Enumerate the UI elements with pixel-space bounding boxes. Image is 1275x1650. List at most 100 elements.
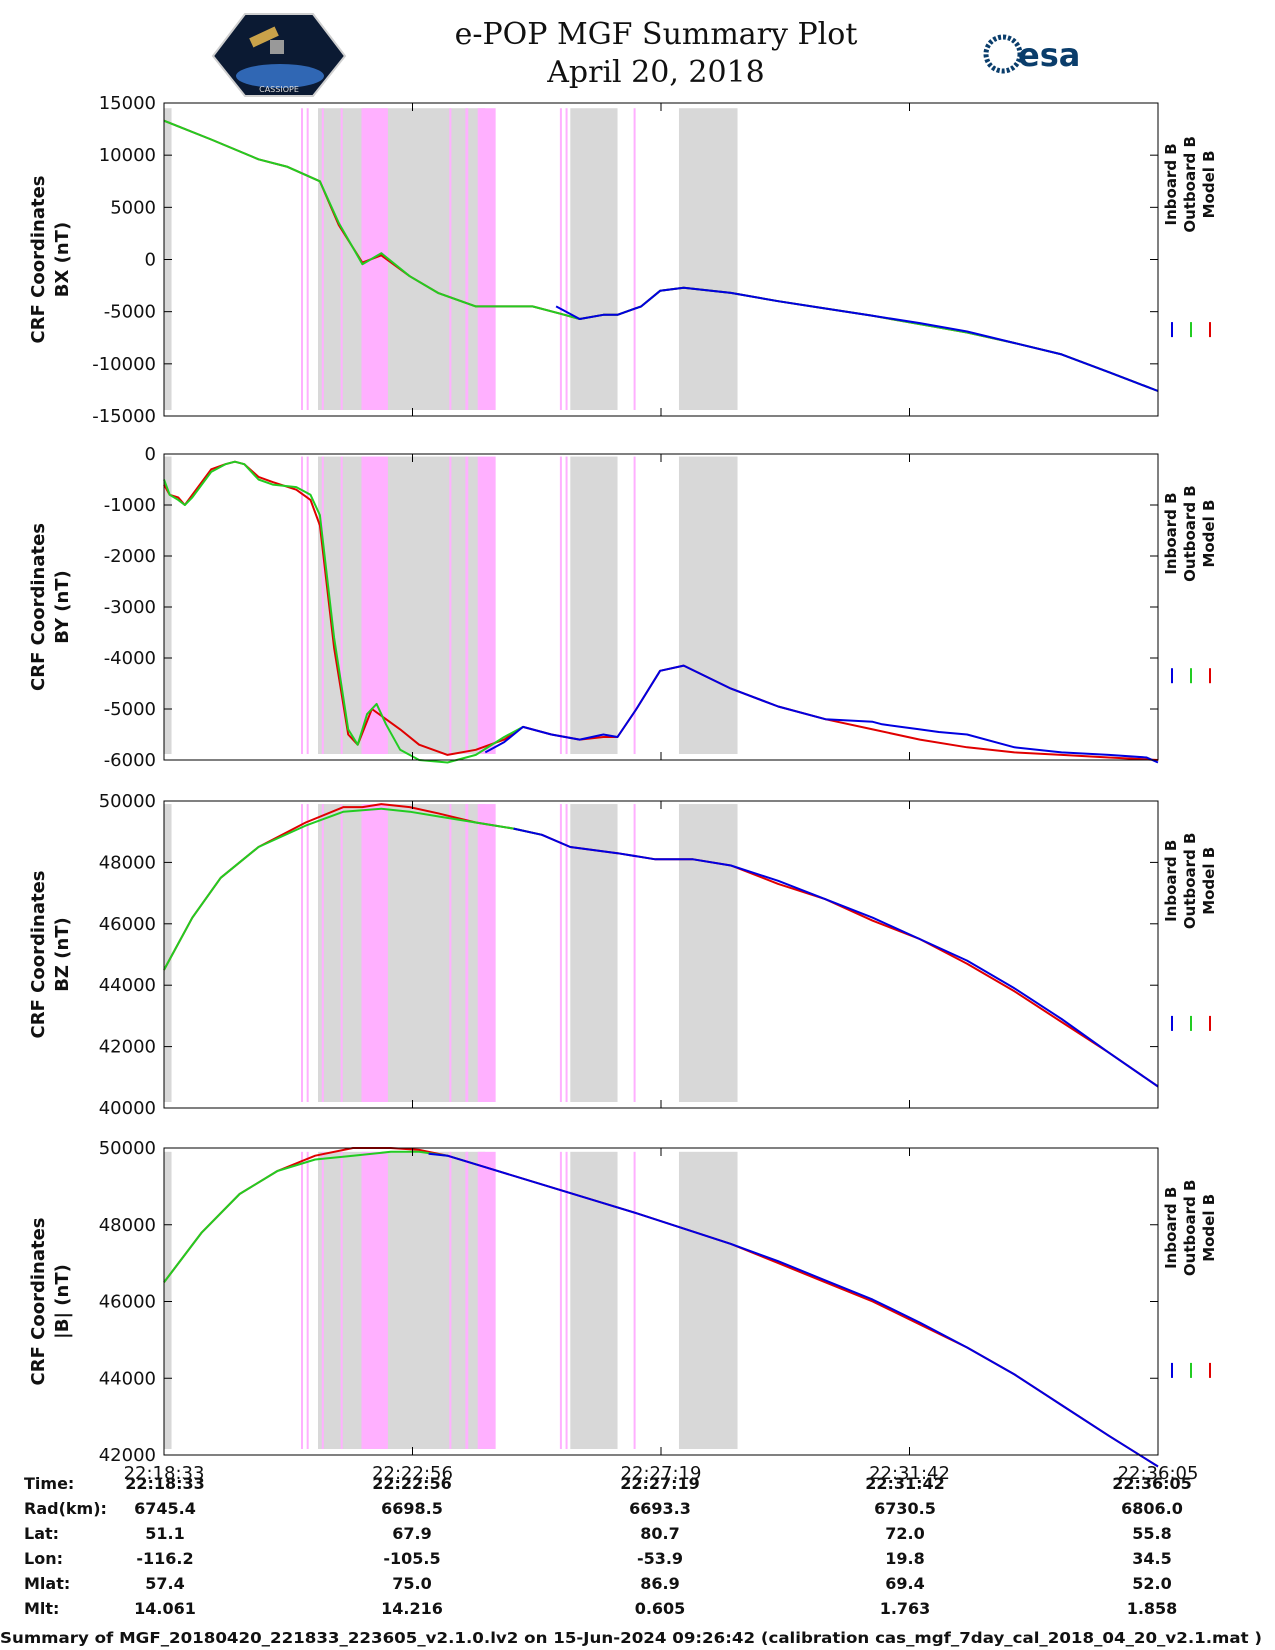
y-tick-label: -5000 xyxy=(104,302,156,323)
eph-mlt-4: 1.858 xyxy=(1127,1599,1178,1618)
x-tick-label: 22:22:56 xyxy=(372,1463,453,1484)
y-tick-label: 50000 xyxy=(99,791,156,812)
eph-lon-2: -53.9 xyxy=(637,1549,683,1568)
pink-band xyxy=(340,456,343,754)
eph-mlat-2: 86.9 xyxy=(640,1574,679,1593)
pink-band xyxy=(565,804,568,1102)
eph-rad-2: 6693.3 xyxy=(629,1499,691,1518)
pink-band xyxy=(633,804,636,1102)
gray-band xyxy=(164,1151,172,1449)
footer-summary: Summary of MGF_20180420_221833_223605_v2… xyxy=(0,1629,1262,1647)
y-tick-label: -4000 xyxy=(104,648,156,669)
pink-band xyxy=(306,1151,309,1449)
pink-band xyxy=(477,804,496,1102)
eph-mlat-1: 75.0 xyxy=(392,1574,431,1593)
y-tick-label: 48000 xyxy=(99,1215,156,1236)
pink-band xyxy=(449,456,452,754)
legend-label: Outboard B xyxy=(1181,1180,1199,1277)
y-tick-label: -1000 xyxy=(104,495,156,516)
pink-band xyxy=(565,1151,568,1449)
eph-mlat-4: 52.0 xyxy=(1132,1574,1171,1593)
y-axis-label-line1: CRF Coordinates xyxy=(28,871,49,1039)
y-axis-label-line1: CRF Coordinates xyxy=(28,523,49,691)
series-line-inboard-b xyxy=(484,664,1159,764)
eph-label-lat: Lat: xyxy=(24,1524,59,1543)
y-tick-label: -10000 xyxy=(92,354,156,375)
y-tick-label: 50000 xyxy=(99,1138,156,1159)
pink-band xyxy=(301,1151,304,1449)
pink-band xyxy=(321,804,324,1102)
pink-band xyxy=(301,108,304,410)
pink-band xyxy=(340,1151,343,1449)
eph-mlt-3: 1.763 xyxy=(880,1599,931,1618)
eph-lat-2: 80.7 xyxy=(640,1524,679,1543)
gray-band xyxy=(678,456,738,754)
gray-band xyxy=(678,108,738,410)
eph-lon-3: 19.8 xyxy=(885,1549,924,1568)
gray-band xyxy=(570,804,618,1102)
y-tick-label: 0 xyxy=(145,250,156,271)
pink-band xyxy=(340,108,343,410)
pink-band xyxy=(361,1151,388,1449)
esa-logo-text: esa xyxy=(1018,36,1080,74)
pink-band xyxy=(465,108,469,410)
pink-band xyxy=(565,456,568,754)
eph-label-rad: Rad(km): xyxy=(24,1499,107,1518)
eph-time-0: 22:18:33 xyxy=(125,1474,205,1493)
pink-band xyxy=(306,108,309,410)
y-axis-label-line2: BZ (nT) xyxy=(52,917,73,992)
pink-band xyxy=(559,1151,562,1449)
pink-band xyxy=(361,804,388,1102)
eph-label-lon: Lon: xyxy=(24,1549,63,1568)
series-line-inboard-b xyxy=(513,827,1159,1088)
legend-label: Outboard B xyxy=(1181,136,1199,233)
legend-label: Inboard B xyxy=(1162,1187,1180,1269)
y-tick-label: 46000 xyxy=(99,1292,156,1313)
eph-time-4: 22:36:05 xyxy=(1112,1474,1192,1493)
gray-band xyxy=(164,456,172,754)
eph-lon-0: -116.2 xyxy=(136,1549,193,1568)
y-tick-label: 5000 xyxy=(110,197,156,218)
plot-area xyxy=(164,1148,1158,1455)
pink-band xyxy=(321,108,324,410)
pink-band xyxy=(477,108,496,410)
eph-lat-3: 72.0 xyxy=(885,1524,924,1543)
eph-mlt-2: 0.605 xyxy=(635,1599,686,1618)
pink-band xyxy=(465,456,469,754)
y-tick-label: 0 xyxy=(145,444,156,465)
legend-label: Model B xyxy=(1200,1194,1218,1262)
y-tick-label: -15000 xyxy=(92,406,156,427)
panel-4: 50000 48000 46000 44000 42000 CRF Coordinates… xyxy=(28,1138,1218,1484)
eph-label-time: Time: xyxy=(24,1474,74,1493)
y-tick-label: -5000 xyxy=(104,699,156,720)
pink-band xyxy=(465,1151,469,1449)
header: CASSIOPE e-POP MGF Summary Plot April 20… xyxy=(211,13,1080,97)
eph-rad-0: 6745.4 xyxy=(134,1499,196,1518)
x-tick-label: 22:18:33 xyxy=(124,1463,205,1484)
pink-band xyxy=(565,108,568,410)
pink-band xyxy=(361,108,388,410)
eph-label-mlt: Mlt: xyxy=(24,1599,59,1618)
title-line-1: e-POP MGF Summary Plot xyxy=(455,17,858,52)
series-line-inboard-b xyxy=(428,1152,1159,1468)
y-tick-label: 40000 xyxy=(99,1098,156,1119)
eph-rad-1: 6698.5 xyxy=(381,1499,443,1518)
pink-band xyxy=(306,804,309,1102)
y-tick-label: 10000 xyxy=(99,145,156,166)
y-tick-label: -2000 xyxy=(104,546,156,567)
eph-time-3: 22:31:42 xyxy=(865,1474,945,1493)
y-axis-label-line1: CRF Coordinates xyxy=(28,1218,49,1386)
series-line-outboard-b xyxy=(163,1150,448,1283)
x-tick-label: 22:27:19 xyxy=(621,1463,702,1484)
x-tick-label: 22:31:42 xyxy=(869,1463,950,1484)
gray-band xyxy=(570,108,618,410)
y-tick-label: 42000 xyxy=(99,1037,156,1058)
gray-band xyxy=(678,1151,738,1449)
legend-label: Model B xyxy=(1200,150,1218,218)
y-tick-label: -6000 xyxy=(104,750,156,771)
pink-band xyxy=(361,456,388,754)
gray-band xyxy=(318,804,486,1102)
gray-band xyxy=(570,456,618,754)
series-line-inboard-b xyxy=(555,286,1159,392)
y-tick-label: 44000 xyxy=(99,1368,156,1389)
